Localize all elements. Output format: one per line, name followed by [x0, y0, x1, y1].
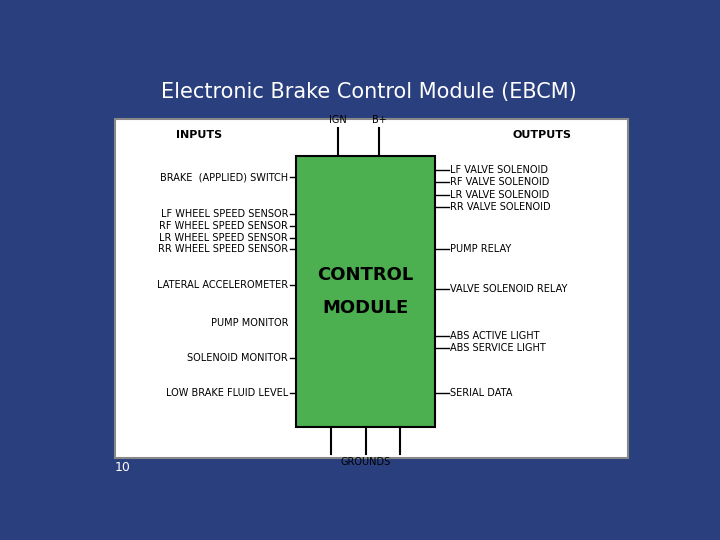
Text: GROUNDS: GROUNDS: [341, 457, 391, 467]
Text: IGN: IGN: [329, 114, 347, 125]
Text: RR WHEEL SPEED SENSOR: RR WHEEL SPEED SENSOR: [158, 245, 288, 254]
Text: MODULE: MODULE: [323, 299, 409, 317]
Text: VALVE SOLENOID RELAY: VALVE SOLENOID RELAY: [451, 285, 568, 294]
Bar: [297, 156, 435, 427]
Text: LF WHEEL SPEED SENSOR: LF WHEEL SPEED SENSOR: [161, 210, 288, 219]
Text: LOW BRAKE FLUID LEVEL: LOW BRAKE FLUID LEVEL: [166, 388, 288, 399]
Text: PUMP MONITOR: PUMP MONITOR: [210, 319, 288, 328]
Text: OUTPUTS: OUTPUTS: [513, 131, 572, 140]
Text: LF VALVE SOLENOID: LF VALVE SOLENOID: [451, 165, 549, 174]
Text: Electronic Brake Control Module (EBCM): Electronic Brake Control Module (EBCM): [161, 82, 577, 102]
Text: ABS SERVICE LIGHT: ABS SERVICE LIGHT: [451, 343, 546, 353]
Text: RR VALVE SOLENOID: RR VALVE SOLENOID: [451, 202, 551, 212]
Text: CONTROL: CONTROL: [318, 266, 414, 284]
Text: PUMP RELAY: PUMP RELAY: [451, 244, 512, 254]
Text: RF VALVE SOLENOID: RF VALVE SOLENOID: [451, 177, 550, 187]
Text: LR VALVE SOLENOID: LR VALVE SOLENOID: [451, 190, 549, 199]
Text: RF WHEEL SPEED SENSOR: RF WHEEL SPEED SENSOR: [159, 221, 288, 231]
Text: 10: 10: [115, 461, 131, 474]
Text: ABS ACTIVE LIGHT: ABS ACTIVE LIGHT: [451, 331, 540, 341]
Text: B+: B+: [372, 114, 387, 125]
Text: SOLENOID MONITOR: SOLENOID MONITOR: [187, 353, 288, 363]
Text: LR WHEEL SPEED SENSOR: LR WHEEL SPEED SENSOR: [159, 233, 288, 243]
Text: BRAKE  (APPLIED) SWITCH: BRAKE (APPLIED) SWITCH: [160, 172, 288, 182]
Bar: [115, 119, 629, 458]
Text: LATERAL ACCELEROMETER: LATERAL ACCELEROMETER: [157, 280, 288, 290]
Text: INPUTS: INPUTS: [176, 131, 222, 140]
Text: SERIAL DATA: SERIAL DATA: [451, 388, 513, 399]
